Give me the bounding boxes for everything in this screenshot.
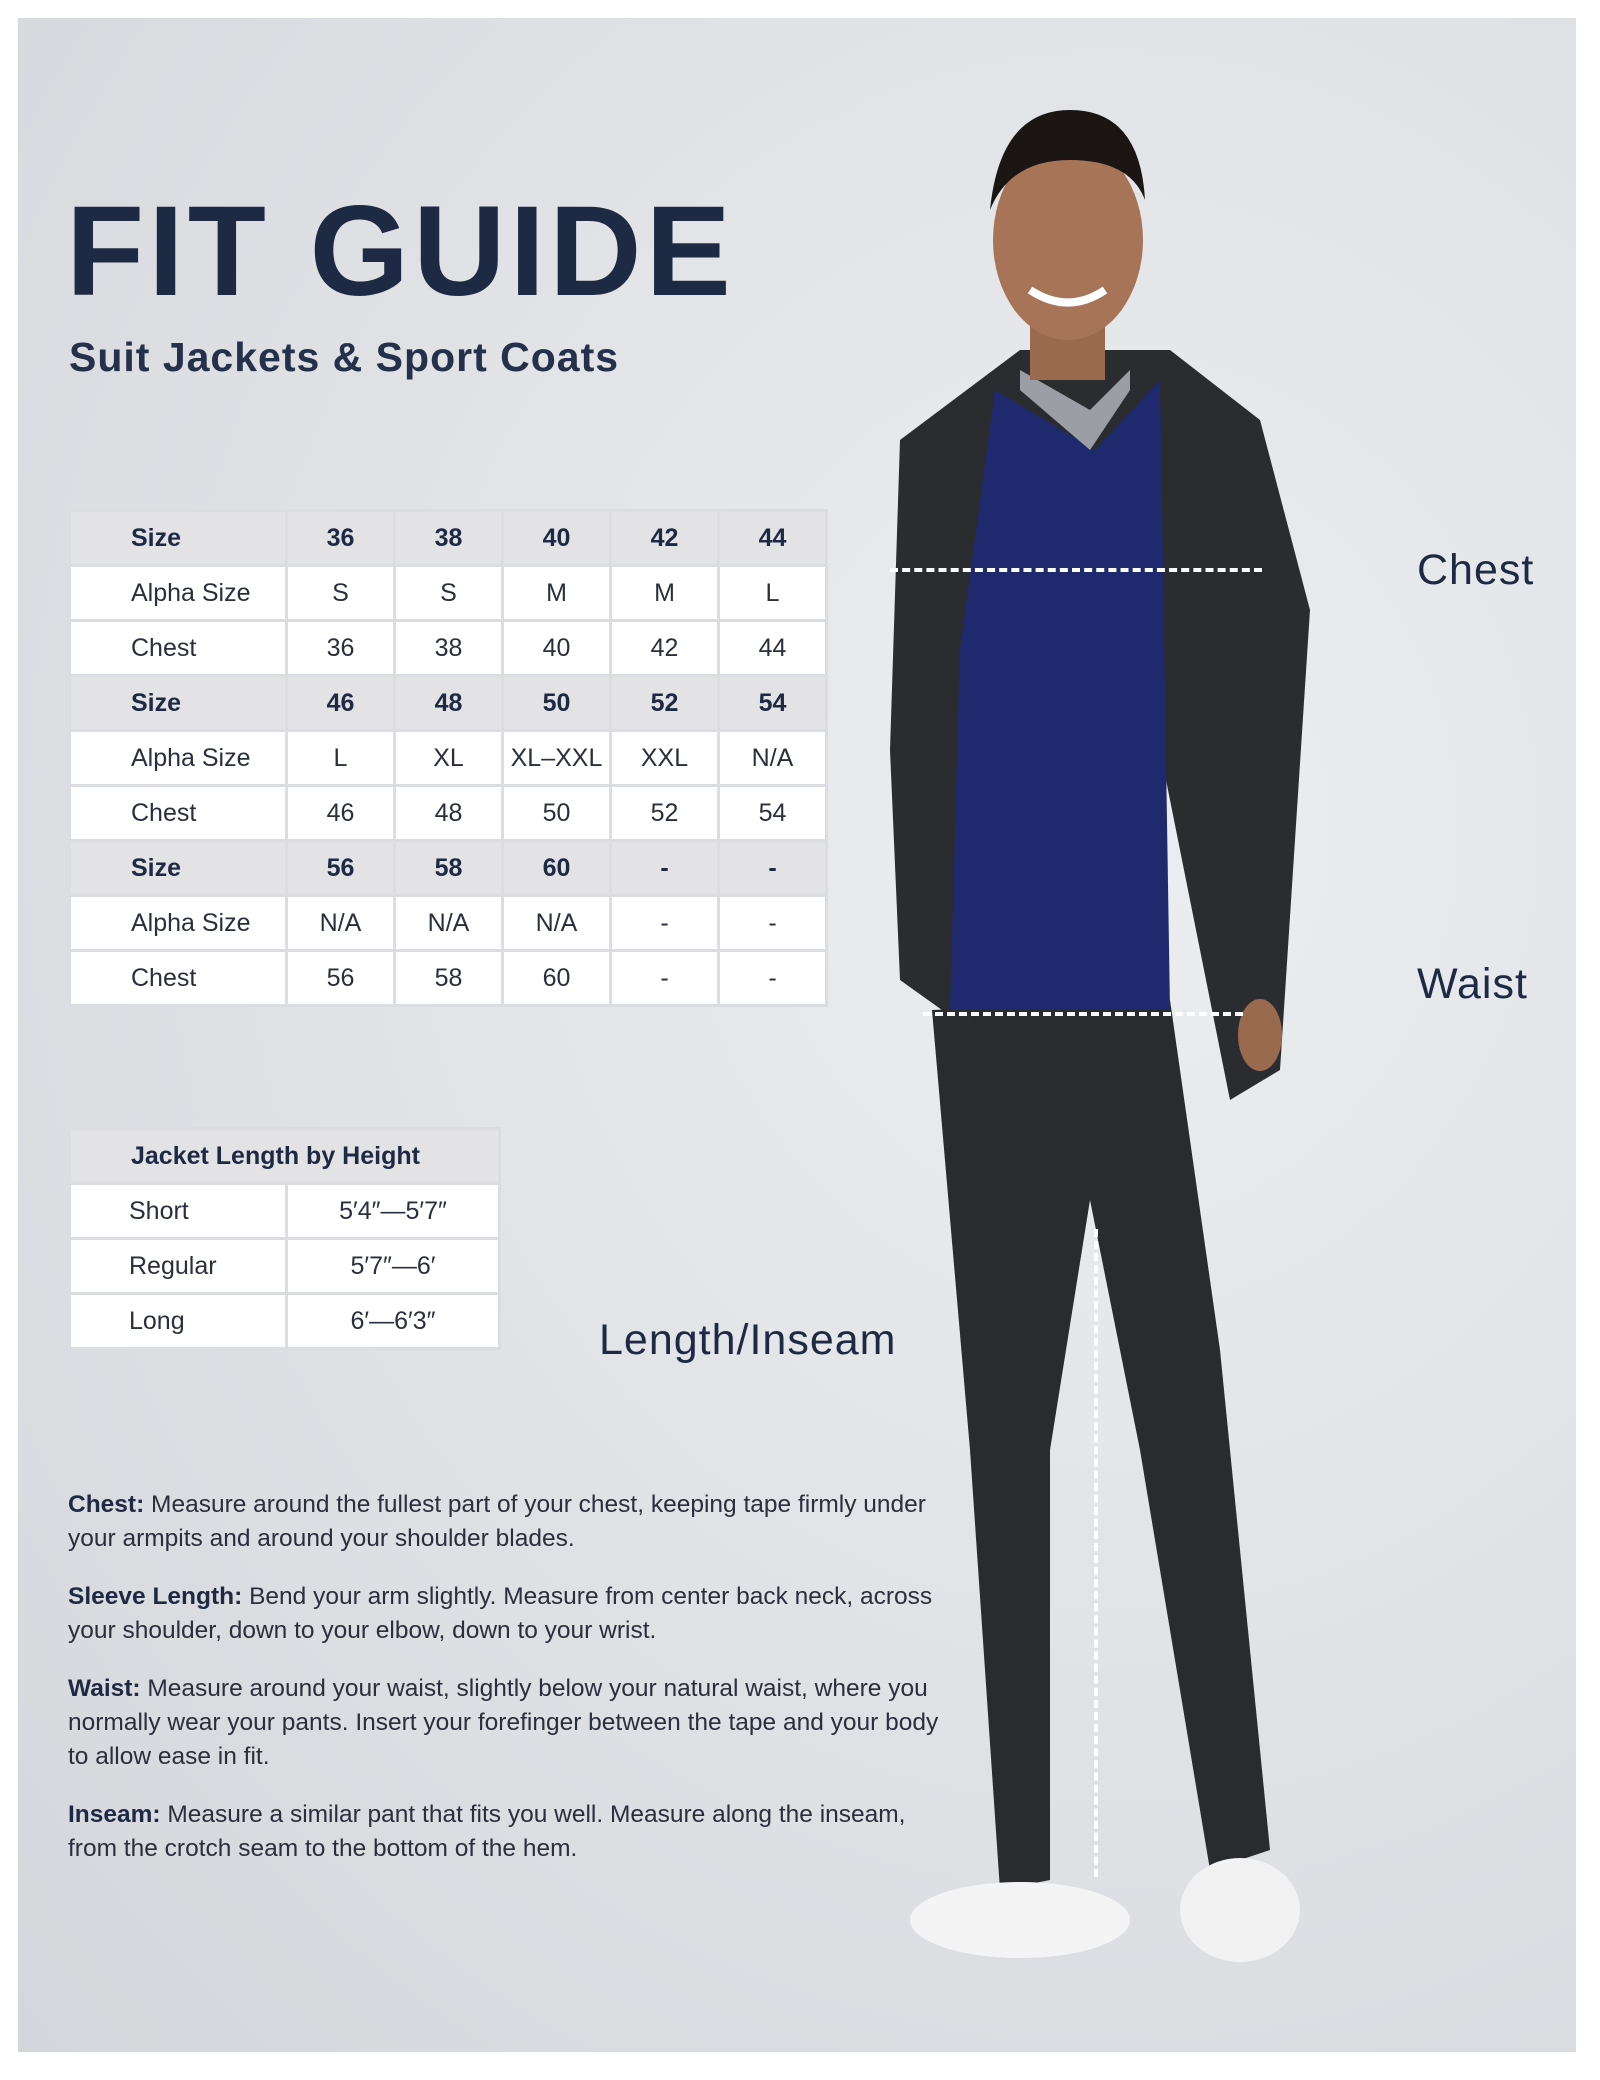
size-cell: - — [609, 839, 720, 897]
page-subtitle: Suit Jackets & Sport Coats — [69, 334, 620, 380]
note-text: Measure a similar pant that fits you wel… — [68, 1801, 906, 1862]
height-range: 6′—6′3″ — [285, 1292, 501, 1350]
chest-cell: 50 — [501, 784, 612, 842]
chest-cell: 56 — [285, 949, 396, 1007]
chest-cell: 46 — [285, 784, 396, 842]
alpha-size-cell: S — [285, 564, 396, 622]
note-term: Chest: — [68, 1491, 145, 1518]
table-row-chest: Chest 56 58 60- - — [68, 949, 828, 1007]
note-text: Bend your arm slightly. Measure from cen… — [68, 1583, 933, 1644]
size-cell: 42 — [609, 509, 720, 567]
table-row-alpha-size: Alpha Size N/A N/A N/A - - — [68, 894, 828, 952]
length-label: Long — [68, 1292, 288, 1350]
chest-cell: 36 — [285, 619, 396, 677]
alpha-size-row-label: Alpha Size — [68, 729, 288, 787]
alpha-size-row-label: Alpha Size — [68, 894, 288, 952]
chest-cell: 40 — [501, 619, 612, 677]
height-range: 5′4″—5′7″ — [285, 1182, 501, 1240]
note-term: Waist: — [68, 1675, 141, 1702]
size-cell: 40 — [501, 509, 612, 567]
height-range: 5′7″—6′ — [285, 1237, 501, 1295]
table-row: Regular 5′7″—6′ — [68, 1237, 501, 1295]
size-cell: 36 — [285, 509, 396, 567]
length-label: Short — [68, 1182, 288, 1240]
table-row-size: Size 56 58 60- - — [68, 839, 828, 897]
waist-measure-line — [923, 1012, 1243, 1016]
chest-cell: 44 — [717, 619, 828, 677]
table-row: Short 5′4″—5′7″ — [68, 1182, 501, 1240]
size-cell: 50 — [501, 674, 612, 732]
chest-cell: 58 — [393, 949, 504, 1007]
size-row-label: Size — [68, 674, 288, 732]
table-row-size: Size 36 38 40 42 44 — [68, 509, 828, 567]
size-cell: 56 — [285, 839, 396, 897]
length-table-title: Jacket Length by Height — [68, 1127, 501, 1185]
chest-row-label: Chest — [68, 784, 288, 842]
chest-cell: 60 — [501, 949, 612, 1007]
chest-cell: - — [717, 949, 828, 1007]
chest-label: Chest — [1417, 546, 1535, 594]
jacket-length-table: Jacket Length by Height Short 5′4″—5′7″ R… — [68, 1127, 501, 1350]
chest-cell: 52 — [609, 784, 720, 842]
inseam-label: Length/Inseam — [599, 1316, 897, 1364]
size-cell: 38 — [393, 509, 504, 567]
alpha-size-cell: - — [717, 894, 828, 952]
alpha-size-cell: XXL — [609, 729, 720, 787]
chest-row-label: Chest — [68, 619, 288, 677]
chest-row-label: Chest — [68, 949, 288, 1007]
table-row: Long 6′—6′3″ — [68, 1292, 501, 1350]
table-row-size: Size 46 48 50 52 54 — [68, 674, 828, 732]
note-waist: Waist: Measure around your waist, slight… — [68, 1672, 948, 1774]
size-row-label: Size — [68, 509, 288, 567]
size-cell: 60 — [501, 839, 612, 897]
chest-measure-line — [890, 568, 1262, 572]
table-row-chest: Chest 36 38 40 42 44 — [68, 619, 828, 677]
size-table: Size 36 38 40 42 44 Alpha Size S S M M L Chest 36 38 40… — [68, 509, 828, 1007]
alpha-size-cell: N/A — [501, 894, 612, 952]
size-cell: - — [717, 839, 828, 897]
alpha-size-cell: L — [285, 729, 396, 787]
chest-cell: 54 — [717, 784, 828, 842]
alpha-size-cell: N/A — [393, 894, 504, 952]
size-row-label: Size — [68, 839, 288, 897]
page-background — [18, 18, 1576, 2052]
table-row-chest: Chest 46 48 50 52 54 — [68, 784, 828, 842]
size-cell: 44 — [717, 509, 828, 567]
length-label: Regular — [68, 1237, 288, 1295]
chest-cell: 38 — [393, 619, 504, 677]
waist-label: Waist — [1417, 960, 1528, 1008]
table-row-alpha-size: Alpha Size L XL XL–XXL XXL N/A — [68, 729, 828, 787]
size-cell: 54 — [717, 674, 828, 732]
note-term: Sleeve Length: — [68, 1583, 243, 1610]
alpha-size-cell: - — [609, 894, 720, 952]
model-photo — [890, 110, 1310, 1962]
alpha-size-cell: L — [717, 564, 828, 622]
note-term: Inseam: — [68, 1801, 161, 1828]
chest-cell: 42 — [609, 619, 720, 677]
note-inseam: Inseam: Measure a similar pant that fits… — [68, 1798, 948, 1866]
size-cell: 48 — [393, 674, 504, 732]
table-row-alpha-size: Alpha Size S S M M L — [68, 564, 828, 622]
note-sleeve: Sleeve Length: Bend your arm slightly. M… — [68, 1580, 948, 1648]
alpha-size-cell: N/A — [285, 894, 396, 952]
chest-cell: 48 — [393, 784, 504, 842]
alpha-size-cell: S — [393, 564, 504, 622]
size-cell: 46 — [285, 674, 396, 732]
measurement-notes: Chest: Measure around the fullest part o… — [68, 1488, 948, 1890]
note-chest: Chest: Measure around the fullest part o… — [68, 1488, 948, 1556]
inseam-measure-line — [1094, 1229, 1098, 1877]
alpha-size-cell: XL — [393, 729, 504, 787]
size-cell: 52 — [609, 674, 720, 732]
alpha-size-cell: M — [501, 564, 612, 622]
chest-cell: - — [609, 949, 720, 1007]
alpha-size-cell: N/A — [717, 729, 828, 787]
alpha-size-cell: XL–XXL — [501, 729, 612, 787]
note-text: Measure around the fullest part of your … — [68, 1491, 926, 1552]
size-cell: 58 — [393, 839, 504, 897]
alpha-size-cell: M — [609, 564, 720, 622]
page-title: FIT GUIDE — [66, 180, 735, 323]
note-text: Measure around your waist, slightly belo… — [68, 1675, 939, 1770]
alpha-size-row-label: Alpha Size — [68, 564, 288, 622]
